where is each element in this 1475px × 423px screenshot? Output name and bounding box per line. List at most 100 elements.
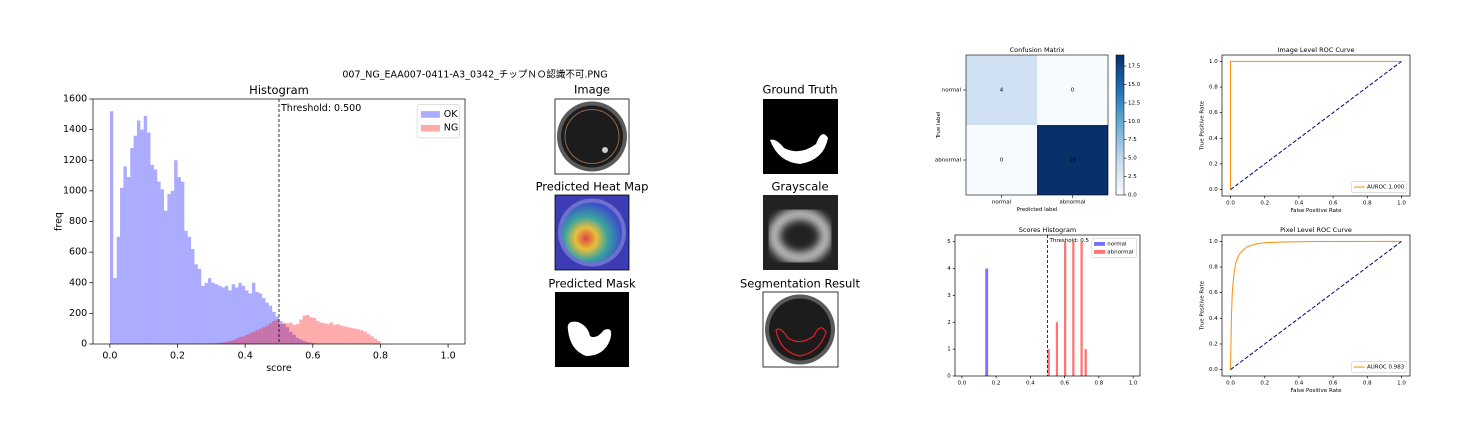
- y-tick-label: 5: [947, 239, 951, 245]
- bar: [346, 327, 351, 344]
- bar: [116, 236, 121, 344]
- bar: [306, 314, 310, 344]
- bar: [363, 331, 367, 344]
- bar: [262, 298, 266, 344]
- bar: [1084, 349, 1087, 376]
- bar: [326, 324, 330, 344]
- bar: [265, 302, 269, 344]
- bar: [180, 181, 185, 344]
- bar: [262, 327, 266, 344]
- bar: [268, 323, 273, 344]
- bar: [245, 334, 249, 344]
- legend-swatch: [1094, 242, 1106, 246]
- x-tick-label: 0.0: [957, 380, 966, 386]
- y-tick-label: 400: [69, 277, 87, 288]
- bar: [235, 287, 239, 344]
- legend-label: OK: [444, 109, 458, 120]
- x-tick-label: 0.0: [102, 350, 117, 361]
- bar: [377, 340, 381, 344]
- colorbar-tick-label: 2.5: [1128, 174, 1137, 180]
- bar: [245, 290, 249, 344]
- bar: [221, 342, 225, 344]
- image-title: Image: [574, 83, 610, 97]
- x-tick-label: 0.4: [1295, 380, 1304, 386]
- bar: [316, 321, 320, 344]
- roc-curve: [1230, 60, 1402, 190]
- x-axis-label: False Positive Rate: [1290, 388, 1342, 394]
- bar: [272, 321, 276, 344]
- bar: [306, 342, 310, 344]
- bar: [268, 305, 273, 344]
- colorbar-tick-label: 10.0: [1128, 119, 1141, 125]
- x-tick-label: 1.0: [1397, 200, 1406, 206]
- y-tick-label: 4: [947, 266, 951, 272]
- legend-label: AUROC 1.000: [1367, 185, 1405, 191]
- bar: [194, 264, 198, 344]
- bar: [235, 338, 239, 344]
- heat-map-image: [554, 194, 630, 271]
- cell-label: 0: [1071, 88, 1075, 94]
- y-axis-label: freq: [53, 212, 64, 231]
- bar: [336, 324, 340, 344]
- y-tick-label: 1.0: [1209, 239, 1218, 245]
- bar: [238, 337, 242, 344]
- x-tick-label: 1.0: [1397, 380, 1406, 386]
- bar: [228, 340, 232, 344]
- bar: [258, 328, 263, 344]
- bar: [140, 129, 144, 344]
- x-axis-label: score: [266, 363, 292, 374]
- bar: [157, 181, 161, 344]
- frame: [965, 54, 1109, 196]
- bar: [218, 285, 222, 344]
- x-tick-label: 0.6: [1060, 380, 1069, 386]
- bar: [214, 284, 219, 344]
- y-tick-label: 0.2: [1209, 161, 1218, 167]
- frame: [1221, 234, 1411, 377]
- bar: [143, 115, 148, 344]
- ground-truth-image: [763, 99, 838, 174]
- bar: [275, 319, 279, 344]
- bar: [207, 278, 212, 344]
- bar: [211, 282, 215, 344]
- legend-swatch: [1094, 249, 1106, 254]
- bar: [167, 193, 171, 344]
- y-tick-label: 0: [947, 374, 951, 380]
- x-tick-label: 0.0: [1226, 380, 1235, 386]
- legend-frame: [1351, 361, 1407, 373]
- bar: [204, 282, 208, 344]
- x-tick-label: 0.4: [1026, 380, 1035, 386]
- bar: [292, 324, 296, 344]
- y-tick-label: 200: [69, 308, 87, 319]
- bar: [174, 160, 178, 344]
- x-tick-label: 0.4: [238, 350, 253, 361]
- y-tick-label: 800: [69, 216, 87, 227]
- y-tick-label: 0.8: [1209, 85, 1218, 91]
- bar: [309, 317, 313, 344]
- colorbar-tick-label: 0.0: [1128, 193, 1137, 199]
- chart-title: Confusion Matrix: [1010, 46, 1065, 54]
- legend-label: AUROC 0.983: [1367, 365, 1405, 371]
- y-tick-label: 1000: [63, 185, 87, 196]
- legend-label: abnormal: [1107, 249, 1134, 255]
- y-axis-label: True label: [936, 111, 942, 139]
- bar: [1055, 322, 1059, 376]
- image-title: Predicted Mask: [548, 277, 636, 291]
- bar: [197, 268, 202, 344]
- bar: [1064, 241, 1067, 376]
- y-tick-label: 0.8: [1209, 265, 1218, 271]
- y-tick-label: 1: [947, 347, 951, 353]
- grayscale-image: [763, 195, 838, 270]
- legend-swatch: [420, 124, 440, 132]
- y-tick-label: 0.0: [1209, 367, 1218, 373]
- x-tick-label: 0.8: [1095, 380, 1104, 386]
- chart-title: Pixel Level ROC Curve: [1280, 226, 1352, 234]
- bar: [228, 290, 232, 344]
- x-tick-label: 0.2: [170, 350, 185, 361]
- colorbar-tick-label: 7.5: [1128, 137, 1137, 143]
- bar: [224, 341, 229, 344]
- bar: [184, 230, 188, 344]
- y-axis-label: True Positive Rate: [1200, 280, 1206, 331]
- bar: [231, 340, 236, 344]
- bar: [295, 337, 300, 344]
